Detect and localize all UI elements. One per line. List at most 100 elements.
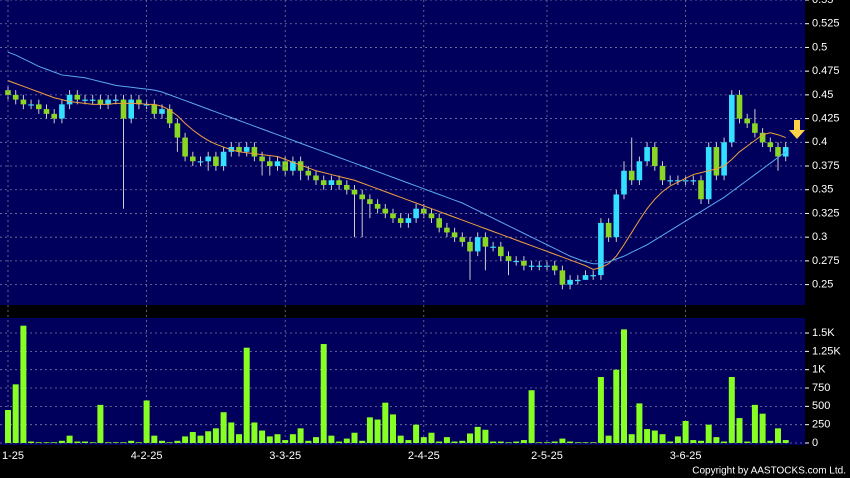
candle-body: [182, 137, 188, 157]
volume-bar: [105, 442, 112, 443]
y-tick-label: 0.475: [812, 65, 840, 77]
y-tick-label: 0.425: [812, 112, 840, 124]
volume-bar: [744, 441, 751, 443]
y-tick-label: 0: [812, 437, 818, 449]
volume-bar: [197, 435, 204, 443]
candle-body: [205, 156, 211, 162]
volume-bar: [621, 329, 627, 443]
candle-body: [197, 161, 204, 163]
candle-body: [505, 256, 512, 261]
candle-body: [251, 147, 258, 157]
candle-body: [305, 170, 312, 176]
x-tick-label: 3-3-25: [269, 450, 301, 462]
candle-body: [297, 161, 304, 171]
volume-bar: [112, 442, 119, 443]
candle-body: [36, 104, 42, 110]
volume-bar: [520, 440, 527, 443]
volume-bar: [413, 424, 420, 443]
volume-bar: [135, 442, 142, 443]
volume-bar: [89, 442, 96, 443]
candle-body: [20, 99, 27, 105]
volume-bar: [374, 419, 381, 443]
candle-body: [290, 161, 296, 171]
volume-bar: [397, 435, 404, 443]
candle-body: [405, 218, 412, 223]
candle-body: [220, 151, 227, 167]
candle-body: [259, 156, 265, 162]
candle-body: [744, 118, 750, 124]
candle-body: [28, 104, 34, 106]
volume-bar: [574, 442, 581, 443]
candle-body: [451, 232, 458, 238]
candle-body: [344, 184, 350, 190]
volume-bar: [659, 434, 666, 443]
volume-bar: [513, 441, 520, 443]
candle-body: [698, 180, 704, 200]
volume-bar: [20, 325, 27, 443]
candle-body: [313, 175, 319, 181]
volume-bar: [767, 440, 774, 443]
volume-bar: [243, 347, 250, 443]
candle-body: [721, 142, 727, 176]
volume-bar: [613, 369, 620, 443]
volume-bar: [544, 442, 550, 443]
candle-body: [213, 156, 219, 167]
volume-bar: [189, 432, 196, 443]
volume-bar: [536, 442, 543, 443]
volume-bar: [82, 441, 88, 443]
candle-body: [467, 241, 473, 252]
candle-body: [582, 275, 589, 280]
candle-body: [374, 203, 381, 209]
candle-body: [59, 104, 65, 119]
x-tick-label: 2-4-25: [408, 450, 440, 462]
candle-body: [498, 246, 504, 257]
volume-bar: [428, 432, 435, 443]
candle-body: [243, 147, 250, 152]
volume-bar: [467, 433, 473, 443]
volume-bar: [736, 418, 743, 443]
y-tick-label: 0.25: [812, 279, 833, 291]
candle-body: [320, 180, 327, 185]
candle-body: [328, 180, 335, 185]
candle-body: [567, 279, 573, 285]
candle-body: [652, 147, 658, 167]
volume-bar: [590, 442, 597, 443]
volume-bar: [359, 440, 366, 443]
volume-bar: [305, 440, 312, 443]
candle-body: [159, 109, 165, 114]
volume-bar: [274, 434, 281, 443]
volume-bar: [582, 442, 589, 443]
candle-body: [43, 109, 50, 114]
candle-body: [74, 94, 81, 100]
candle-body: [105, 99, 111, 105]
arrow-icon: [789, 120, 805, 139]
volume-bar: [528, 390, 535, 443]
candle-body: [274, 161, 281, 167]
volume-bar: [166, 442, 173, 443]
candle-body: [236, 147, 242, 152]
volume-bar: [451, 441, 458, 443]
volume-bar: [728, 377, 735, 443]
x-tick-label: 4-2-25: [131, 450, 163, 462]
volume-bar: [636, 403, 643, 443]
volume-bar: [775, 428, 781, 443]
volume-bar: [151, 435, 158, 443]
volume-bar: [390, 414, 396, 443]
candle-body: [51, 113, 57, 119]
candle-body: [66, 94, 73, 105]
volume-bar: [759, 413, 766, 443]
y-tick-label: 500: [812, 400, 830, 412]
volume-bar: [97, 404, 104, 443]
volume-bar: [605, 435, 612, 443]
volume-bar: [251, 422, 258, 443]
y-tick-label: 0.5: [812, 41, 827, 53]
volume-bar: [436, 441, 443, 443]
volume-panel: [0, 318, 805, 445]
volume-bar: [58, 440, 65, 443]
candle-body: [767, 142, 774, 148]
candle-body: [598, 222, 604, 276]
volume-bar: [228, 422, 235, 443]
y-tick-label: 0.525: [812, 18, 840, 30]
candle-body: [82, 99, 88, 101]
candle-body: [690, 180, 697, 182]
